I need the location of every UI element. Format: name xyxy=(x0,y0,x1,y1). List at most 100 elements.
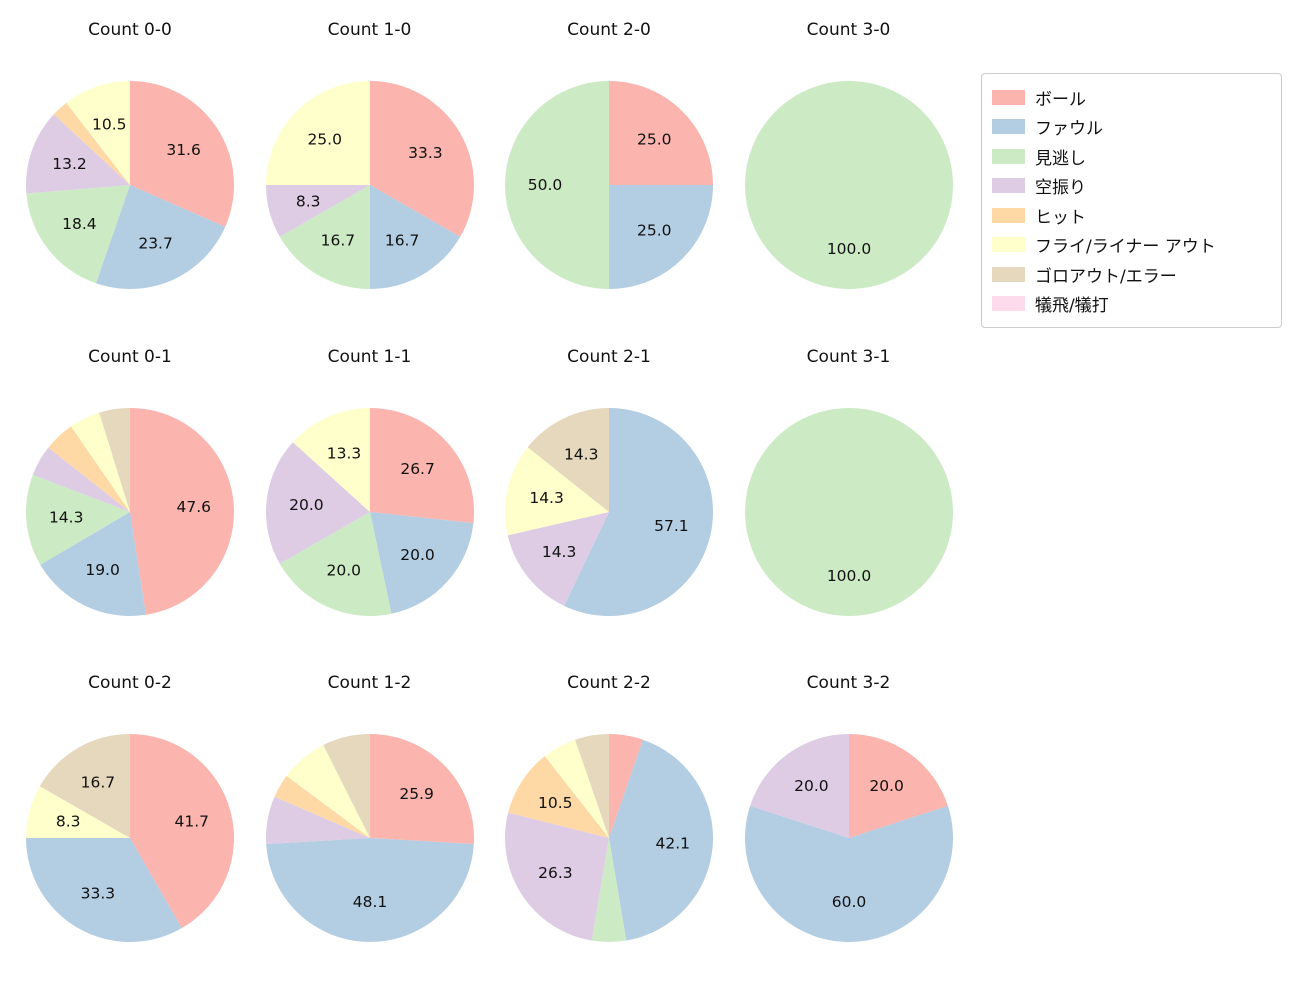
pie-slice-ball xyxy=(848,734,948,838)
pie-slice-value: 20.0 xyxy=(289,496,324,514)
legend-item-label: ゴロアウト/エラー xyxy=(1035,266,1177,287)
legend-swatch-foul xyxy=(992,119,1025,135)
pie-slice-hit xyxy=(48,425,130,512)
legend-item-label: ファウル xyxy=(1035,119,1103,140)
pie-slice-value: 100.0 xyxy=(826,240,870,258)
pie-slice-value: 25.0 xyxy=(637,131,672,149)
pie-slice-swinging-strike xyxy=(507,511,609,606)
chart-cell-count-1-0: Count 1-0 33.3 16.7 16.7 8.3 25.0 xyxy=(250,20,490,310)
pie-slice-foul xyxy=(40,511,146,616)
pie-slice-hit xyxy=(53,102,130,185)
pie-slice-fly-liner-out xyxy=(26,786,130,838)
pie-slice-fly-liner-out xyxy=(286,745,370,838)
chart-title: Count 2-2 xyxy=(567,673,651,693)
pie-slice-value: 20.0 xyxy=(326,561,361,579)
chart-cell-count-1-2: Count 1-2 25.9 48.1 xyxy=(250,673,490,963)
pie-slice-swinging-strike xyxy=(26,114,130,194)
pie-slice-value: 20.0 xyxy=(869,777,904,795)
pie-slice-called-strike xyxy=(744,81,953,289)
pie-slice-value: 26.3 xyxy=(538,864,573,882)
pie-slice-value: 19.0 xyxy=(85,560,120,578)
chart-cell-count-3-1: Count 3-1 100.0 xyxy=(729,347,969,637)
pie-slice-value: 20.0 xyxy=(400,545,435,563)
chart-title: Count 2-1 xyxy=(567,346,651,367)
chart-cell-count-0-1: Count 0-1 47.6 19.0 14.3 xyxy=(10,347,250,637)
pie-slice-called-strike xyxy=(591,838,627,942)
pie-slice-value: 57.1 xyxy=(654,517,689,535)
pie-slice-groundout-error xyxy=(99,407,130,512)
pie-slice-ball xyxy=(130,734,235,929)
legend-item-label: フライ/ライナー アウト xyxy=(1035,237,1216,258)
pie-slice-value: 14.3 xyxy=(49,508,84,526)
pie-slice-swinging-strike xyxy=(749,734,849,838)
pie-slice-foul xyxy=(609,185,713,289)
pie-slice-groundout-error xyxy=(527,407,609,512)
chart-cell-count-0-2: Count 0-2 41.7 33.3 8.3 16.7 xyxy=(10,673,250,963)
pie-slice-value: 10.5 xyxy=(92,116,127,134)
pie-slice-value: 16.7 xyxy=(81,774,116,792)
pie-chart: 100.0 xyxy=(744,81,953,289)
pie-slice-value: 42.1 xyxy=(656,834,691,852)
pie-slice-value: 8.3 xyxy=(56,813,81,831)
chart-title: Count 3-0 xyxy=(806,20,891,40)
pie-slice-groundout-error xyxy=(39,734,130,838)
pie-slice-value: 8.3 xyxy=(295,193,320,211)
pie-chart: 57.1 14.3 14.3 14.3 xyxy=(505,407,714,616)
pie-slice-value: 26.7 xyxy=(400,460,435,478)
chart-title: Count 0-2 xyxy=(88,673,172,693)
pie-chart: 47.6 19.0 14.3 xyxy=(25,407,234,616)
chart-cell-count-3-2: Count 3-2 20.0 60.0 20.0 xyxy=(729,673,969,963)
pie-slice-value: 20.0 xyxy=(794,777,829,795)
pie-chart: 26.7 20.0 20.0 20.0 13.3 xyxy=(265,407,474,616)
pie-slice-swinging-strike xyxy=(505,812,609,941)
legend-swatch-groundout-error xyxy=(992,266,1025,282)
pie-slice-ball xyxy=(609,734,643,838)
pie-slice-value: 31.6 xyxy=(166,141,201,159)
pie-slice-value: 47.6 xyxy=(177,498,212,516)
pie-slice-ball xyxy=(130,407,234,615)
chart-title: Count 2-0 xyxy=(567,20,651,40)
legend-item-foul: ファウル xyxy=(992,112,1271,141)
pie-slice-fly-liner-out xyxy=(66,81,130,185)
legend-swatch-hit xyxy=(992,207,1025,223)
chart-title: Count 1-0 xyxy=(327,20,412,40)
pie-slice-groundout-error xyxy=(575,734,609,838)
pie-slice-ball xyxy=(369,81,474,237)
legend-item-swinging-strike: 空振り xyxy=(992,171,1271,200)
pie-slice-value: 25.0 xyxy=(637,221,672,239)
chart-title: Count 0-0 xyxy=(88,20,172,40)
chart-title: Count 3-2 xyxy=(806,673,891,693)
legend-item-label: ヒット xyxy=(1035,207,1086,228)
pie-slice-hit xyxy=(274,775,370,838)
pie-slice-value: 25.0 xyxy=(307,131,342,149)
pie-slice-value: 33.3 xyxy=(408,144,443,162)
pie-slice-called-strike xyxy=(26,185,131,284)
pie-slice-fly-liner-out xyxy=(71,412,130,512)
pie-chart: 33.3 16.7 16.7 8.3 25.0 xyxy=(265,81,474,289)
legend-item-ball: ボール xyxy=(992,83,1271,112)
pie-slice-groundout-error xyxy=(322,734,370,838)
pie-chart: 25.0 25.0 50.0 xyxy=(505,81,713,289)
pie-slice-value: 25.9 xyxy=(399,785,434,803)
pie-slice-value: 10.5 xyxy=(538,794,573,812)
pie-slice-value: 41.7 xyxy=(175,813,210,831)
pie-slice-hit xyxy=(508,756,609,838)
legend-item-hit: ヒット xyxy=(992,201,1271,230)
pie-slice-foul xyxy=(369,511,473,614)
pie-slice-value: 14.3 xyxy=(564,445,599,463)
pie-slice-ball xyxy=(369,734,474,845)
pie-chart: 41.7 33.3 8.3 16.7 xyxy=(26,734,235,943)
legend-item-called-strike: 見逃し xyxy=(992,142,1271,171)
pie-slice-called-strike xyxy=(744,407,953,616)
pie-chart: 25.9 48.1 xyxy=(265,734,474,942)
legend-swatch-sacrifice xyxy=(992,295,1025,311)
chart-title: Count 1-2 xyxy=(327,673,412,693)
pie-slice-foul xyxy=(369,185,460,289)
pie-slice-value: 13.3 xyxy=(326,444,361,462)
legend-item-groundout-error: ゴロアウト/エラー xyxy=(992,260,1271,289)
pie-slice-ball xyxy=(369,407,474,523)
pie-slice-foul xyxy=(564,407,714,616)
pie-chart: 100.0 xyxy=(744,407,953,616)
pie-slice-fly-liner-out xyxy=(265,81,370,185)
